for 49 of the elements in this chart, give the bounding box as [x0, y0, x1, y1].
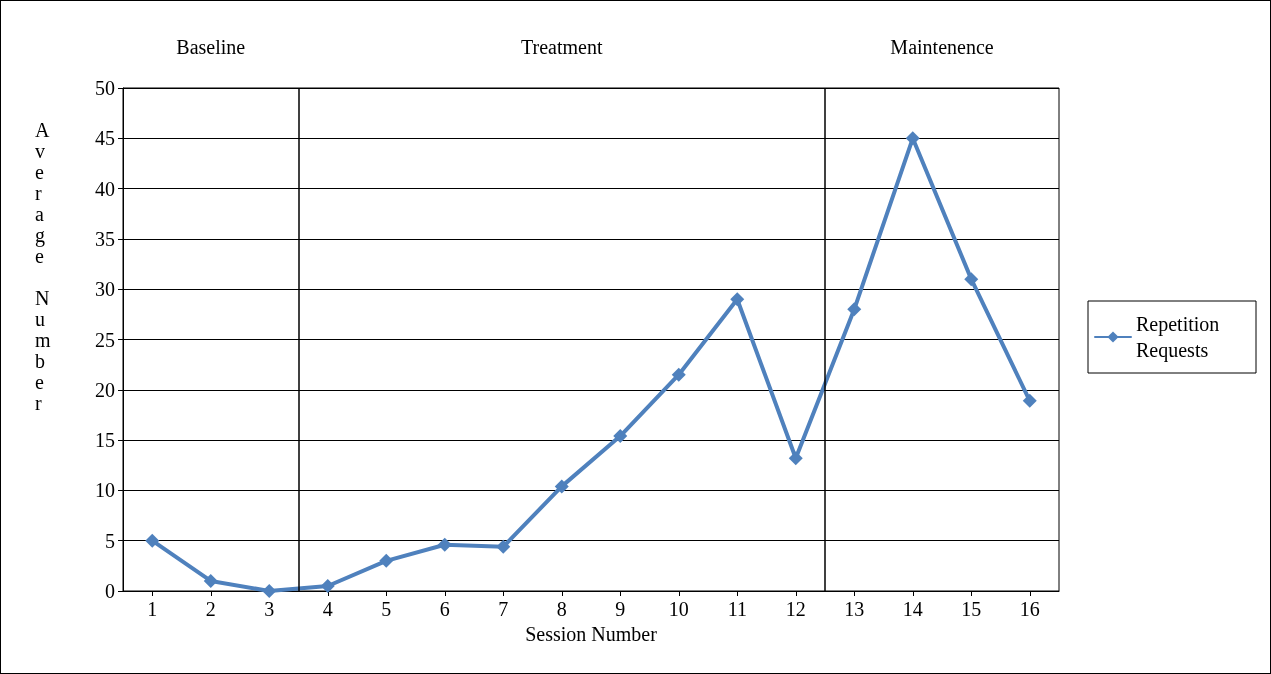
point [320, 578, 335, 593]
text: Average Number [35, 118, 51, 414]
y-tick-label: 20 [95, 378, 115, 401]
y-tick-label: 30 [95, 278, 115, 301]
point [145, 533, 160, 548]
x-tick-label: 14 [902, 598, 923, 620]
y-tick-label: 15 [95, 429, 115, 452]
x-axis-title: Session Number [525, 622, 658, 645]
x-tick-label: 2 [205, 598, 216, 620]
text: Maintenence [890, 36, 994, 58]
x-tick-label: 15 [961, 598, 982, 620]
y-tick-label: 25 [95, 328, 115, 351]
point [379, 553, 394, 568]
point [671, 367, 686, 382]
x-tick-label: 6 [439, 598, 450, 620]
point [847, 302, 862, 317]
point [730, 292, 745, 307]
text: Baseline [176, 36, 246, 58]
text: Treatment [521, 36, 603, 58]
x-tick-label: 3 [264, 598, 275, 620]
y-tick-label: 35 [95, 227, 115, 250]
point [554, 479, 569, 494]
y-tick-label: 0 [105, 580, 115, 602]
x-tick-label: 10 [668, 598, 689, 620]
x-tick-label: 4 [322, 598, 333, 620]
point [964, 272, 979, 287]
point [437, 537, 452, 552]
legend-label: Repetition Requests [1136, 313, 1225, 362]
y-tick-label: 5 [105, 529, 115, 552]
point [496, 539, 511, 554]
point [203, 573, 218, 588]
x-tick-label: 12 [785, 598, 806, 620]
point [905, 131, 920, 146]
point [1022, 393, 1037, 408]
x-tick-label: 11 [727, 598, 747, 620]
x-tick-label: 8 [556, 598, 567, 620]
x-tick-label: 13 [844, 598, 865, 620]
y-tick-label: 50 [95, 77, 115, 99]
x-tick-label: 7 [498, 598, 509, 620]
x-tick-label: 16 [1019, 598, 1040, 620]
point [613, 429, 628, 444]
y-tick-label: 45 [95, 127, 115, 150]
x-tick-label: 9 [615, 598, 626, 620]
y-tick-label: 10 [95, 479, 115, 502]
x-tick-label: 5 [381, 598, 392, 620]
x-tick-label: 1 [147, 598, 158, 620]
point [788, 451, 803, 466]
point [262, 584, 277, 598]
y-tick-label: 40 [95, 177, 115, 200]
